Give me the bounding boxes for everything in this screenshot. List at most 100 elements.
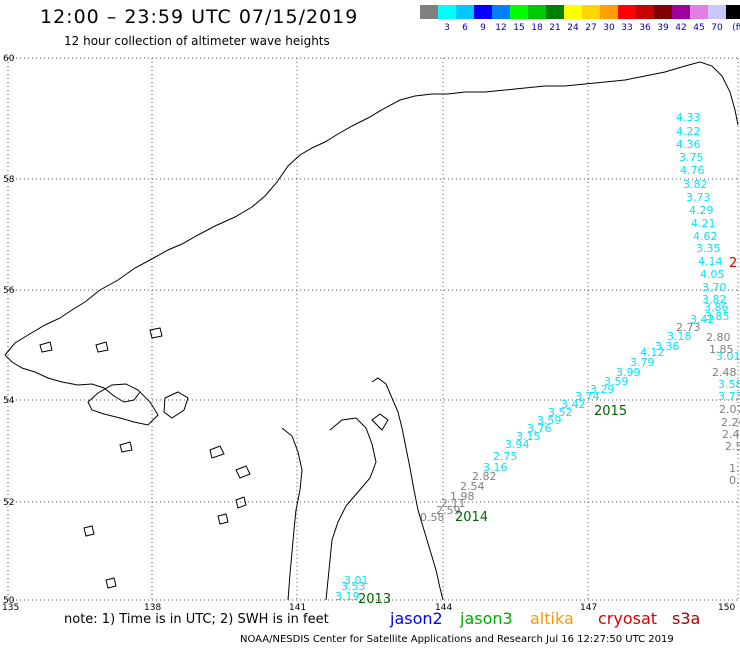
longitude-label: 144 (435, 603, 452, 613)
wave-height-value: 3.79 (630, 356, 655, 369)
latitude-label: 56 (3, 286, 15, 296)
legend-swatch (582, 5, 600, 19)
coastline-islands-east (325, 417, 377, 601)
pass-label: 2015 (594, 404, 627, 419)
wave-height-value: 2.48 (712, 366, 737, 379)
coastline-alaska (4, 61, 739, 356)
wave-height-value: 4.22 (676, 125, 701, 138)
coastline-kenai-peninsula (4, 354, 141, 403)
legend-swatch (690, 5, 708, 19)
legend-swatch (474, 5, 492, 19)
wave-height-value: 0.9 (729, 474, 740, 487)
wave-height-value: 2.75 (493, 450, 518, 463)
legend-swatch (528, 5, 546, 19)
wave-height-value: 3.82 (683, 178, 708, 191)
legend-swatch (618, 5, 636, 19)
longitude-label: 138 (144, 603, 161, 613)
wave-height-value: 3.94 (505, 438, 530, 451)
latitude-label: 60 (3, 54, 15, 64)
wave-height-value: 4.14 (698, 255, 723, 268)
wave-height-value: 3.01 (344, 574, 369, 587)
legend-tick-label: 42 (675, 23, 687, 33)
wave-height-value: 4.05 (700, 268, 725, 281)
wave-height-value: 3.82 (702, 293, 727, 306)
wave-height-value: 2.51 (725, 440, 740, 453)
legend-tick-label: 24 (567, 23, 579, 33)
longitude-label: 135 (2, 603, 19, 613)
legend-swatch (672, 5, 690, 19)
pass-label: 2 (729, 256, 737, 271)
legend-tick-label: 45 (693, 23, 705, 33)
wave-height-value: 4.62 (693, 230, 718, 243)
legend-jason2: jason2 (390, 609, 443, 628)
legend-swatch (438, 5, 456, 19)
legend-swatch (726, 5, 740, 19)
legend-swatch (636, 5, 654, 19)
coastline-kodiak (87, 383, 159, 426)
latitude-label: 50 (3, 596, 15, 606)
wave-height-value: 3.73 (686, 191, 711, 204)
map-subtitle: 12 hour collection of altimeter wave hei… (64, 34, 330, 48)
wave-height-value: 3.59 (604, 375, 629, 388)
legend-unit: (ft) (732, 23, 740, 33)
wave-height-value: 4.36 (676, 138, 701, 151)
legend-swatch (420, 5, 438, 19)
wave-height-value: 3.15 (516, 430, 541, 443)
wave-height-value: 2.73 (676, 321, 701, 334)
coastline-southeast (371, 377, 444, 601)
wave-height-value: 3.75 (679, 151, 704, 164)
wave-height-value: 3.36 (655, 340, 680, 353)
wave-height-value: 3.86 (704, 301, 729, 314)
legend-swatch (564, 5, 582, 19)
coastline-kodiak-south (163, 391, 189, 419)
wave-height-value: 3.29 (590, 383, 615, 396)
wave-height-value: 1.4 (729, 462, 740, 475)
wave-height-value: 3.01 (716, 350, 740, 363)
wave-height-value: 2.11 (441, 497, 466, 510)
longitude-label: 147 (580, 603, 597, 613)
legend-tick-label: 15 (513, 23, 525, 33)
legend-tick-label: 3 (444, 23, 450, 33)
wave-height-value: 3.76 (527, 422, 552, 435)
wave-height-value: 4.12 (640, 346, 665, 359)
wave-height-value: 3.18 (667, 330, 692, 343)
legend-cryosat: cryosat (598, 609, 658, 628)
wave-height-value: 3.73 (718, 390, 740, 403)
wave-height-value: 3.58 (718, 378, 740, 391)
legend-tick-label: 33 (621, 23, 633, 33)
legend-tick-label: 70 (711, 23, 723, 33)
wave-height-value: 2.80 (706, 331, 731, 344)
wave-height-value: 3.19 (335, 590, 360, 603)
wave-height-value: 4.29 (689, 204, 714, 217)
legend-tick-label: 18 (531, 23, 543, 33)
legend-swatch (492, 5, 510, 19)
legend-swatch (600, 5, 618, 19)
legend-swatch (654, 5, 672, 19)
lat-lon-grid (7, 57, 739, 601)
pass-label: 2014 (455, 510, 488, 525)
legend-tick-label: 30 (603, 23, 615, 33)
legend-altika: altika (530, 609, 574, 628)
legend-tick-label: 6 (462, 23, 468, 33)
wave-height-value: 3.52 (548, 406, 573, 419)
wave-height-value: 2.59 (436, 504, 461, 517)
latitude-label: 52 (3, 498, 14, 508)
latitude-label: 58 (3, 175, 15, 185)
legend-swatch (546, 5, 564, 19)
wave-height-value: 2.07 (719, 403, 740, 416)
legend-swatch (510, 5, 528, 19)
wave-height-value: 0.58 (420, 511, 445, 524)
legend-tick-label: 36 (639, 23, 651, 33)
wave-height-value: 3.35 (696, 242, 721, 255)
wave-height-value: 3.85 (705, 310, 730, 323)
footer-note: note: 1) Time is in UTC; 2) SWH is in fe… (64, 612, 329, 627)
wave-height-value: 3.59 (537, 414, 562, 427)
wave-height-value: 3.42 (690, 313, 715, 326)
wave-height-value: 4.21 (691, 217, 716, 230)
wave-height-value: 3.74 (575, 390, 600, 403)
coastline-small-islands (39, 327, 389, 589)
footer-credit: NOAA/NESDIS Center for Satellite Applica… (240, 634, 674, 645)
wave-height-value: 3.99 (616, 366, 641, 379)
